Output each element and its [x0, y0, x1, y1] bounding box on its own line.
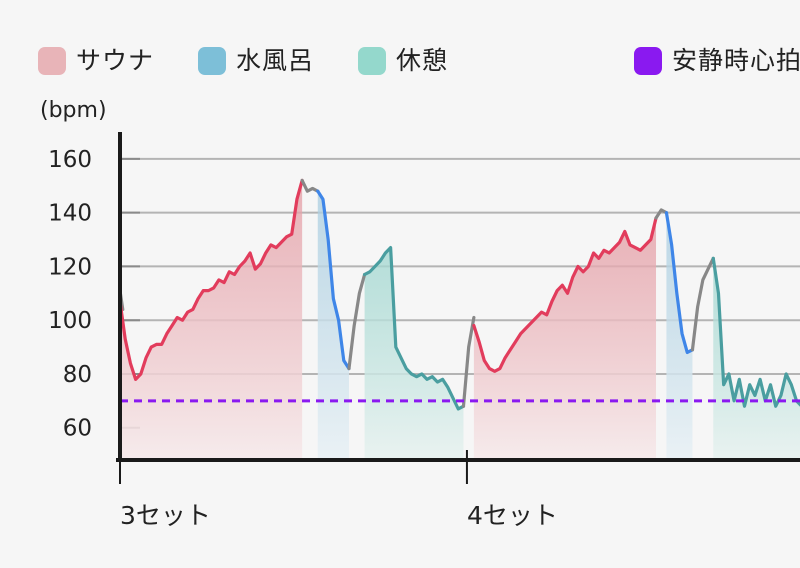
x-category-label-0: 3セット [120, 501, 211, 530]
legend-label-resting: 安静時心拍 [672, 46, 800, 75]
line-cold-3 [316, 189, 351, 371]
line-transition-2 [300, 178, 320, 193]
y-tick-label-80: 80 [63, 362, 92, 388]
axis-labels: 60 80 100 120 140 160 3セット 4セット [48, 147, 558, 530]
legend-item-resting[interactable]: 安静時心拍 [634, 44, 800, 78]
legend-swatch-sauna [38, 47, 66, 75]
legend-item-rest[interactable]: 休憩 [358, 44, 448, 78]
line-rest-11 [711, 256, 800, 408]
legend-label-rest: 休憩 [396, 46, 449, 75]
line-rest-5 [362, 246, 466, 411]
legend-label-cold: 水風呂 [236, 46, 315, 75]
line-cold-9 [664, 211, 695, 355]
legend-label-sauna: サウナ [76, 46, 155, 75]
area-cold-3 [317, 191, 349, 461]
legend-item-cold[interactable]: 水風呂 [198, 44, 314, 78]
legend-swatch-cold [198, 47, 226, 75]
line-transition-4 [347, 272, 367, 371]
line-sauna-7 [472, 216, 658, 373]
series-lines [118, 178, 800, 411]
y-tick-label-160: 160 [48, 147, 92, 173]
area-cold-9 [666, 212, 693, 460]
y-tick-label-140: 140 [48, 201, 92, 227]
legend-swatch-resting [634, 47, 662, 75]
line-transition-8 [654, 208, 669, 220]
legend-item-sauna[interactable]: サウナ [38, 44, 154, 78]
area-sauna-7 [473, 218, 657, 460]
axes [116, 132, 800, 484]
area-sauna-1 [120, 180, 303, 461]
area-rest-11 [713, 258, 800, 460]
y-tick-label-100: 100 [48, 308, 92, 334]
area-rest-5 [364, 247, 464, 460]
line-sauna-1 [118, 178, 304, 381]
line-transition-6 [461, 315, 476, 408]
legend-swatch-rest [358, 47, 386, 75]
legend: サウナ 水風呂 休憩 安静時心拍 [0, 44, 800, 84]
x-category-label-1: 4セット [467, 501, 558, 530]
line-transition-10 [690, 256, 715, 352]
y-axis-unit: (bpm) [40, 98, 107, 123]
y-tick-label-120: 120 [48, 254, 92, 280]
y-tick-label-60: 60 [63, 416, 92, 442]
